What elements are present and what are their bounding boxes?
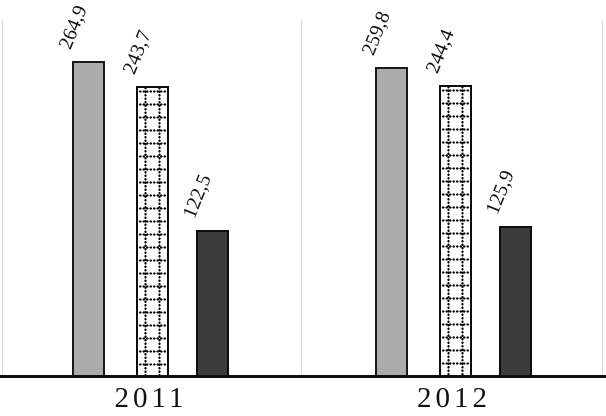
bar-rect-light-gray <box>375 67 408 376</box>
category-label-2011: 2011 <box>114 382 188 414</box>
bar-rect-dark-gray <box>196 230 229 376</box>
value-label: 264,9 <box>54 2 92 53</box>
panel-divider-line <box>301 20 302 376</box>
x-axis-line <box>0 375 606 378</box>
category-label-2012: 2012 <box>417 382 491 414</box>
bar-rect-dotted <box>136 86 169 376</box>
plot-right-border-line <box>602 20 603 376</box>
bar-rect-dotted <box>439 85 472 376</box>
value-label: 122,5 <box>178 171 216 222</box>
value-label: 259,8 <box>357 8 395 59</box>
bar-rect-light-gray <box>72 61 105 376</box>
plot-left-border-line <box>2 20 3 376</box>
value-label: 125,9 <box>481 167 519 218</box>
value-label: 244,4 <box>421 26 459 77</box>
value-label: 243,7 <box>118 27 156 78</box>
bar-rect-dark-gray <box>499 226 532 376</box>
